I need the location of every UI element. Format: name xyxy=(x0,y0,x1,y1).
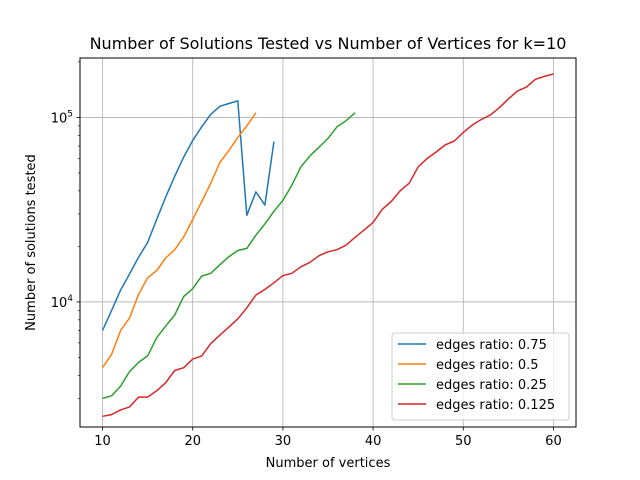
tick-layer: 10 20 30 40 50 60 104 105 xyxy=(51,61,562,449)
y-tick-label: 104 xyxy=(51,294,74,311)
y-axis-label: Number of solutions tested xyxy=(24,154,39,331)
x-tick-label: 20 xyxy=(184,434,201,449)
grid-layer xyxy=(80,58,576,427)
series-line-1 xyxy=(101,100,275,331)
legend: edges ratio: 0.75 edges ratio: 0.5 edges r… xyxy=(391,332,570,421)
legend-label-1: edges ratio: 0.75 xyxy=(436,338,547,353)
legend-label-3: edges ratio: 0.25 xyxy=(436,378,547,393)
chart-title: Number of Solutions Tested vs Number of … xyxy=(90,34,567,53)
legend-box xyxy=(391,332,570,421)
x-tick-label: 30 xyxy=(275,434,292,449)
x-tick-label: 40 xyxy=(365,434,382,449)
legend-label-2: edges ratio: 0.5 xyxy=(436,358,539,373)
legend-label-4: edges ratio: 0.125 xyxy=(436,398,555,413)
y-tick-label: 105 xyxy=(51,109,73,126)
series-layer xyxy=(101,73,554,418)
x-tick-label: 60 xyxy=(545,434,562,449)
x-tick-label: 50 xyxy=(455,434,472,449)
x-tick-label: 10 xyxy=(94,434,111,449)
series-line-3 xyxy=(102,112,356,400)
series-line-2 xyxy=(101,112,257,369)
plot-frame xyxy=(79,57,577,428)
x-axis-label: Number of vertices xyxy=(266,456,391,471)
series-line-4 xyxy=(102,73,554,418)
